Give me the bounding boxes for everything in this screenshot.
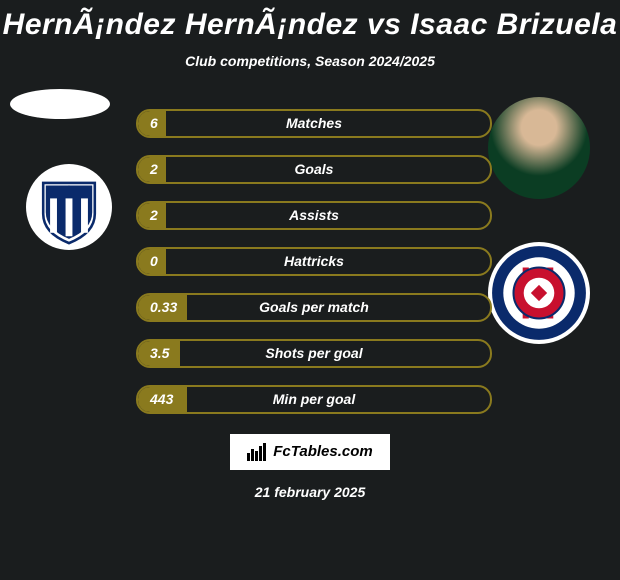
player-photo-right [488, 97, 590, 199]
stat-bar: 2Assists [136, 201, 492, 230]
club-badge-left [26, 164, 112, 250]
club-badge-right [488, 242, 590, 344]
stat-bar: 3.5Shots per goal [136, 339, 492, 368]
comparison-content: 6Matches 2Goals 2Assists 0Hattricks 0.33Goal… [0, 109, 620, 414]
stat-label: Goals [138, 157, 490, 182]
comparison-subtitle: Club competitions, Season 2024/2025 [0, 53, 620, 69]
stat-bar: 6Matches [136, 109, 492, 138]
stat-bar: 2Goals [136, 155, 492, 184]
stat-label: Matches [138, 111, 490, 136]
stat-label: Assists [138, 203, 490, 228]
stat-bar: 443Min per goal [136, 385, 492, 414]
comparison-title: HernÃ¡ndez HernÃ¡ndez vs Isaac Brizuela [0, 0, 620, 43]
stat-bar: 0Hattricks [136, 247, 492, 276]
stat-bar: 0.33Goals per match [136, 293, 492, 322]
stat-label: Shots per goal [138, 341, 490, 366]
chart-icon [247, 443, 269, 461]
player-photo-left [10, 89, 110, 119]
logo-text: FcTables.com [273, 443, 372, 460]
fctables-logo: FcTables.com [230, 434, 390, 470]
stat-label: Goals per match [138, 295, 490, 320]
stat-label: Min per goal [138, 387, 490, 412]
stat-label: Hattricks [138, 249, 490, 274]
snapshot-date: 21 february 2025 [0, 484, 620, 500]
stat-bars: 6Matches 2Goals 2Assists 0Hattricks 0.33Goal… [136, 109, 492, 414]
